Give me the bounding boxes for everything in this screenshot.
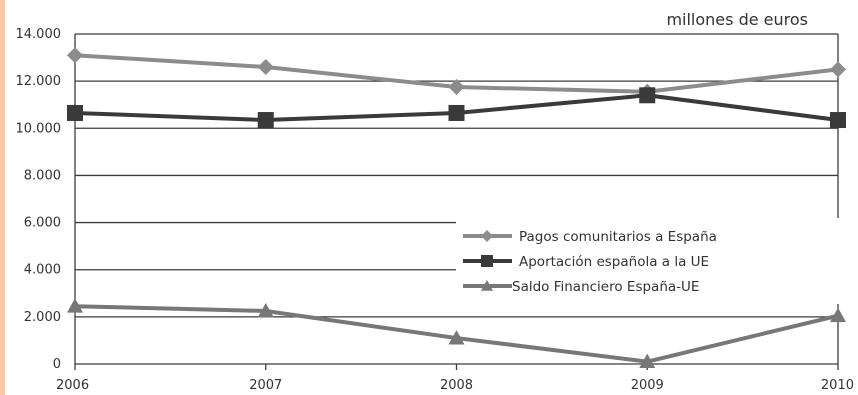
x-tick-label: 2010	[821, 378, 854, 393]
legend-marker	[481, 280, 493, 291]
legend: Pagos comunitarios a España Aportación es…	[463, 229, 717, 295]
y-tick-label: 6.000	[24, 216, 61, 231]
data-point-square	[639, 87, 656, 104]
series-group	[67, 47, 846, 369]
legend-label: Pagos comunitarios a España	[519, 229, 717, 245]
data-point-triangle	[639, 353, 656, 369]
data-point-diamond	[830, 61, 846, 78]
data-point-square	[257, 112, 274, 129]
data-point-triangle	[830, 307, 846, 323]
data-point-diamond	[448, 79, 465, 96]
unit-label: millones de euros	[666, 10, 808, 29]
data-point-triangle	[448, 330, 465, 345]
data-point-square	[830, 112, 846, 129]
y-tick-label: 8.000	[24, 168, 61, 183]
data-point-diamond	[257, 59, 274, 75]
y-tick-label: 10.000	[16, 121, 62, 136]
y-tick-labels: 0 2.000 4.000 6.000 8.000 10.000 12.000 14.000	[16, 27, 62, 372]
legend-label: Saldo Financiero España-UE	[512, 279, 699, 295]
legend-background	[456, 218, 848, 304]
y-tick-label: 0	[53, 357, 61, 372]
data-point-diamond	[67, 47, 83, 64]
y-tick-label: 4.000	[24, 263, 61, 278]
x-tick-label: 2008	[440, 378, 473, 393]
y-tick-label: 2.000	[24, 310, 61, 325]
legend-label: Aportación española a la UE	[519, 254, 709, 270]
y-tick-label: 14.000	[16, 27, 62, 42]
x-tick-label: 2006	[56, 378, 89, 393]
y-tick-label: 12.000	[16, 74, 62, 89]
x-tick-labels: 2006 2007 2008 2009 2010	[56, 378, 854, 393]
legend-marker	[481, 255, 493, 267]
legend-marker	[481, 230, 493, 242]
left-accent-strip	[0, 0, 5, 395]
x-tick-label: 2009	[631, 378, 664, 393]
x-tick-label: 2007	[249, 378, 282, 393]
data-point-triangle	[67, 298, 83, 313]
data-point-triangle	[257, 302, 274, 318]
data-point-square	[67, 104, 83, 121]
data-point-square	[448, 104, 465, 121]
